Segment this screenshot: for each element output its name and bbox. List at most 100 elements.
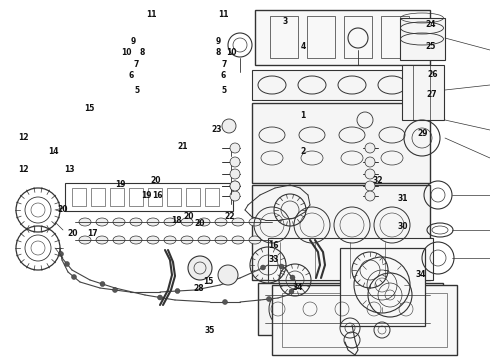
Circle shape: [279, 264, 284, 269]
Text: 4: 4: [300, 42, 305, 51]
Text: 14: 14: [48, 148, 58, 157]
Text: 18: 18: [171, 216, 182, 225]
Circle shape: [261, 265, 266, 270]
Ellipse shape: [198, 236, 210, 244]
Ellipse shape: [96, 236, 108, 244]
Text: 30: 30: [397, 222, 408, 231]
Text: 24: 24: [425, 20, 436, 29]
Text: 27: 27: [427, 90, 438, 99]
Text: 6: 6: [220, 71, 225, 80]
Circle shape: [222, 300, 227, 305]
Text: 19: 19: [141, 191, 151, 199]
Circle shape: [230, 143, 240, 153]
Text: 20: 20: [183, 212, 194, 221]
Bar: [282, 293, 447, 347]
Bar: [129, 188, 143, 206]
Text: 20: 20: [57, 205, 68, 214]
Circle shape: [365, 143, 375, 153]
Bar: [307, 16, 335, 58]
Text: 12: 12: [18, 166, 29, 175]
Circle shape: [65, 261, 70, 266]
Bar: [272, 285, 457, 355]
Text: 25: 25: [425, 42, 436, 51]
Circle shape: [365, 157, 375, 167]
Ellipse shape: [181, 236, 193, 244]
Circle shape: [175, 288, 180, 293]
Text: 10: 10: [121, 49, 132, 58]
Text: 12: 12: [18, 133, 29, 142]
Text: 8: 8: [216, 49, 221, 58]
Bar: [258, 283, 443, 335]
Text: 13: 13: [64, 166, 75, 175]
Text: 23: 23: [211, 125, 222, 134]
Bar: [252, 103, 430, 183]
Text: 33: 33: [268, 256, 279, 265]
Circle shape: [230, 169, 240, 179]
Text: 34: 34: [415, 270, 426, 279]
Ellipse shape: [249, 236, 261, 244]
Ellipse shape: [232, 236, 244, 244]
Ellipse shape: [79, 236, 91, 244]
Text: 5: 5: [222, 86, 227, 95]
Text: 3: 3: [283, 17, 288, 26]
Text: 1: 1: [300, 112, 305, 120]
Text: 26: 26: [427, 71, 438, 80]
Circle shape: [230, 157, 240, 167]
Text: 16: 16: [268, 241, 279, 250]
Ellipse shape: [164, 218, 176, 226]
Ellipse shape: [113, 236, 125, 244]
Bar: [205, 188, 219, 206]
Bar: [340, 248, 425, 326]
Circle shape: [365, 191, 375, 201]
Bar: [252, 70, 430, 100]
Bar: [344, 16, 372, 58]
Ellipse shape: [249, 218, 261, 226]
Circle shape: [230, 181, 240, 191]
Text: 11: 11: [147, 10, 157, 19]
Bar: [381, 16, 409, 58]
Ellipse shape: [96, 218, 108, 226]
Bar: [148, 188, 162, 206]
Circle shape: [227, 279, 232, 284]
Text: 22: 22: [224, 212, 235, 220]
Bar: [268, 238, 433, 280]
Circle shape: [230, 191, 240, 201]
Bar: [186, 188, 200, 206]
Circle shape: [290, 275, 295, 280]
Circle shape: [267, 297, 271, 302]
Bar: [91, 188, 105, 206]
Ellipse shape: [164, 236, 176, 244]
Bar: [252, 185, 430, 280]
Text: 32: 32: [372, 176, 383, 185]
Ellipse shape: [79, 218, 91, 226]
Circle shape: [157, 295, 163, 300]
Text: 9: 9: [216, 37, 221, 46]
Circle shape: [58, 252, 64, 256]
Text: 16: 16: [152, 191, 163, 199]
Circle shape: [72, 275, 76, 279]
Text: 2: 2: [300, 148, 305, 157]
Text: 10: 10: [226, 49, 237, 58]
Circle shape: [222, 119, 236, 133]
Text: 35: 35: [204, 326, 215, 335]
Circle shape: [100, 282, 105, 287]
Text: 20: 20: [195, 220, 205, 229]
Text: 9: 9: [131, 37, 136, 46]
Bar: [400, 18, 445, 60]
Ellipse shape: [215, 236, 227, 244]
Bar: [72, 188, 86, 206]
Ellipse shape: [130, 236, 142, 244]
Text: 15: 15: [203, 277, 214, 286]
Bar: [65, 183, 233, 211]
Circle shape: [365, 169, 375, 179]
Circle shape: [188, 256, 212, 280]
Text: 11: 11: [218, 10, 228, 19]
Bar: [255, 10, 430, 65]
Circle shape: [113, 288, 118, 292]
Text: 7: 7: [222, 60, 227, 69]
Bar: [110, 188, 124, 206]
Ellipse shape: [198, 218, 210, 226]
Text: 8: 8: [140, 49, 145, 58]
Ellipse shape: [130, 218, 142, 226]
Text: 28: 28: [193, 284, 204, 293]
